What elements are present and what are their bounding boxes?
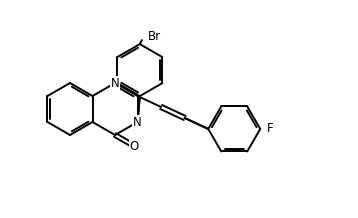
Text: O: O	[130, 140, 139, 153]
Text: F: F	[267, 123, 274, 135]
Text: N: N	[111, 77, 120, 90]
Text: N: N	[133, 116, 142, 128]
Text: Br: Br	[148, 30, 161, 43]
